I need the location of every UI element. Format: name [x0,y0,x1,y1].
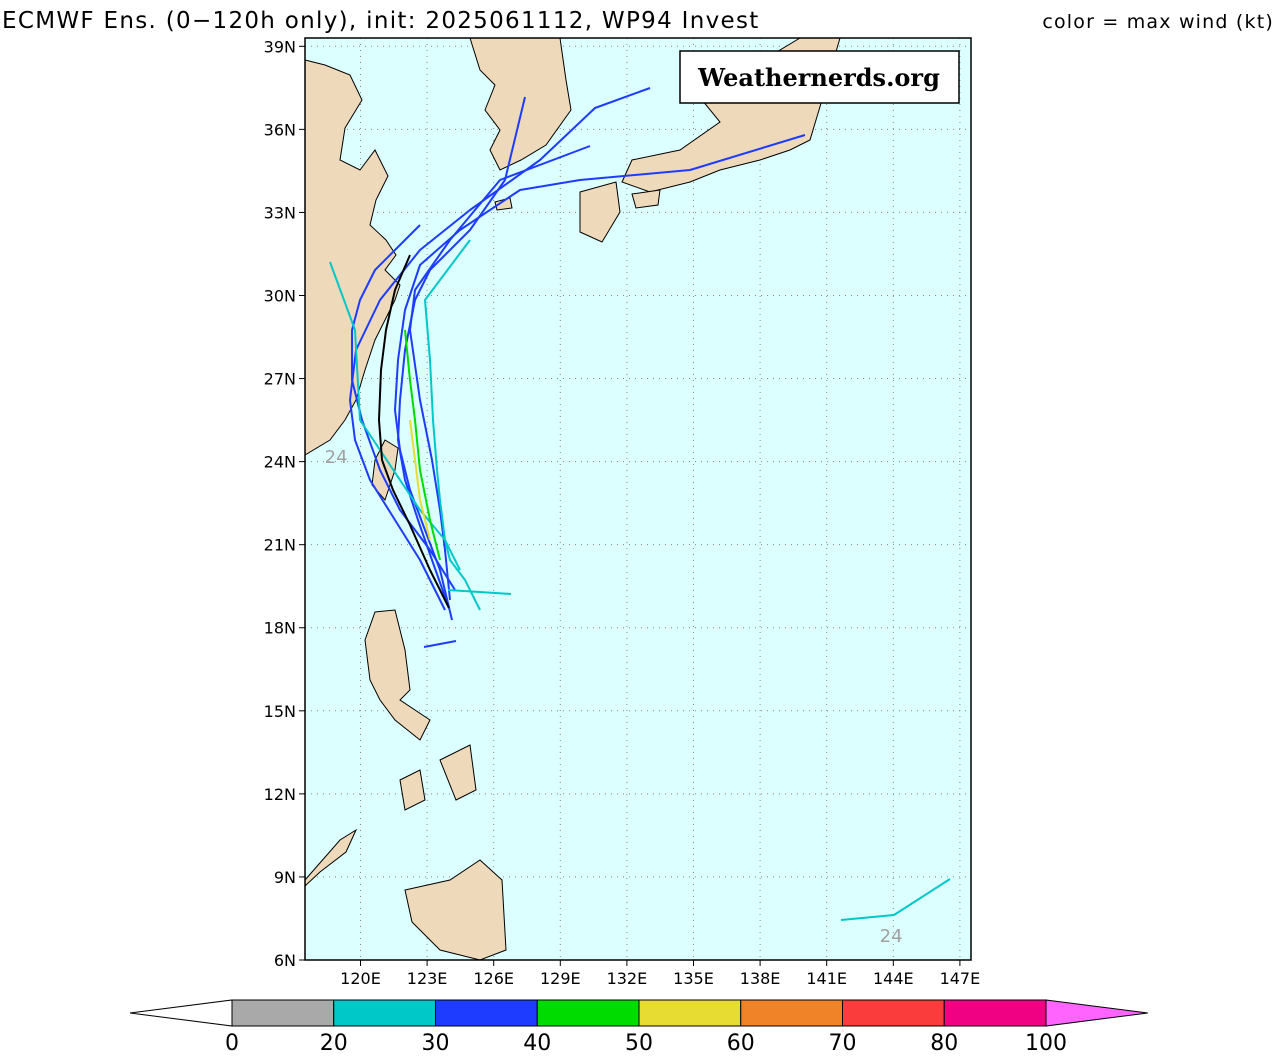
track [397,96,526,609]
lat-tick-label: 30N [264,286,296,305]
lat-tick-label: 18N [264,619,296,638]
track [423,640,457,648]
lat-tick-label: 15N [264,702,296,721]
tracks [329,87,951,921]
colorbar-label: 50 [625,1031,653,1056]
axes: 120E 123E 126E 129E 132E 135E 138E 141E 144E 147E… [264,37,981,988]
colorbar-under [129,999,233,1027]
lat-tick-label: 21N [264,536,296,555]
lat-tick-label: 36N [264,120,296,139]
colorbar-over [1045,999,1148,1027]
track [329,261,461,571]
lat-tick-label: 6N [274,951,296,970]
map-frame [304,37,972,961]
annotations: 24 24 [325,447,903,947]
colorbar-segment [943,999,1047,1027]
colorbar-segment [536,999,640,1027]
track [394,134,806,621]
title: ECMWF Ens. (0−120h only), init: 20250611… [2,8,760,34]
lon-tick-label: 147E [940,969,981,988]
lon-tick-label: 123E [407,969,448,988]
lat-tick-label: 12N [264,785,296,804]
colorbar-segment [333,999,436,1027]
lon-tick-label: 126E [473,969,514,988]
watermark-box [679,50,960,104]
colorbar-segment [435,999,538,1027]
lat-tick-label: 24N [264,453,296,472]
colorbar-segment [842,999,945,1027]
track [409,419,431,541]
ensemble-mean-track [378,254,450,609]
colorbar-label: 0 [225,1031,239,1056]
subtitle: color = max wind (kt) [1042,11,1274,33]
colorbar-label: 60 [727,1031,755,1056]
ocean [305,38,971,960]
colorbar-segment [740,999,843,1027]
lat-tick-label: 33N [264,203,296,222]
colorbar: 0 20 30 40 50 60 70 80 100 [129,999,1148,1056]
colorbar-label: 40 [523,1031,551,1056]
lat-tick-label: 27N [264,370,296,389]
colorbar-label: 80 [930,1031,958,1056]
lon-tick-label: 138E [740,969,781,988]
lon-tick-label: 141E [806,969,847,988]
colorbar-label: 30 [422,1031,450,1056]
lon-tick-label: 135E [673,969,714,988]
lat-tick-label: 39N [264,37,296,56]
land [304,37,841,961]
lon-tick-label: 132E [607,969,648,988]
lat-tick-label: 9N [274,868,296,887]
colorbar-segment [231,999,335,1027]
track [409,145,591,601]
graticule [305,38,971,961]
track [424,239,481,611]
time-label: 24 [325,447,348,468]
track [404,329,441,561]
colorbar-segment [638,999,742,1027]
time-label: 24 [880,926,903,947]
colorbar-label: 70 [829,1031,857,1056]
lon-tick-label: 129E [540,969,581,988]
lon-tick-label: 144E [873,969,914,988]
lon-tick-label: 120E [340,969,381,988]
colorbar-label: 100 [1025,1031,1067,1056]
track [447,589,512,595]
colorbar-label: 20 [320,1031,348,1056]
track [840,878,951,921]
watermark: Weathernerds.org [697,63,940,92]
